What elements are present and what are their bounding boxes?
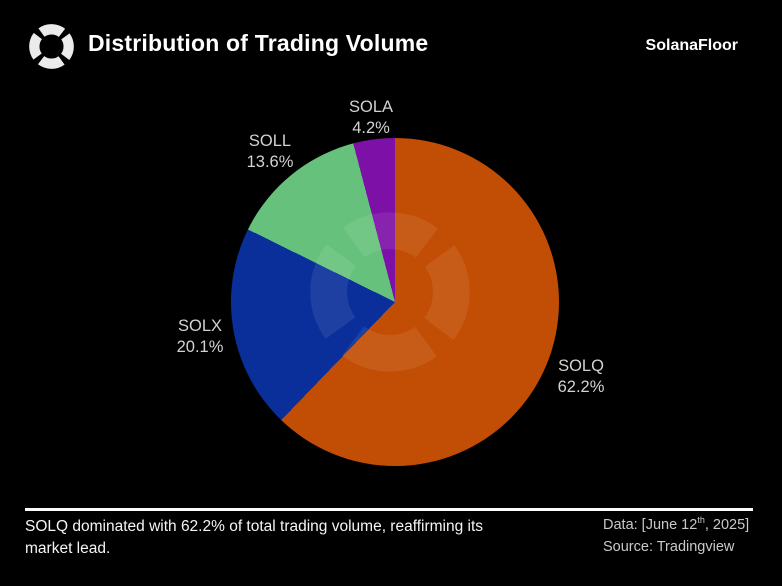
slice-name: SOLL	[248, 132, 292, 150]
solanafloor-logo-icon	[29, 24, 74, 69]
footer-divider	[25, 508, 753, 511]
page-title: Distribution of Trading Volume	[88, 30, 429, 56]
slice-label-solq: SOLQ 62.2%	[558, 356, 605, 398]
slice-percent: 62.2%	[557, 378, 605, 397]
brand-wordmark: SolanaFloor	[645, 37, 738, 54]
slice-name: SOLX	[177, 317, 223, 335]
slice-percent: 20.1%	[176, 338, 224, 357]
slice-name: SOLQ	[558, 357, 604, 375]
pie-chart	[231, 138, 559, 466]
slice-label-soll: SOLL 13.6%	[247, 131, 294, 173]
data-date: Data: [June 12th, 2025]	[603, 515, 750, 533]
slice-label-solx: SOLX 20.1%	[177, 316, 224, 358]
slice-name: SOLA	[348, 98, 394, 116]
data-source: Source: Tradingview	[603, 539, 735, 556]
solanafloor-watermark-icon	[310, 212, 470, 372]
data-source-block: Data: [June 12th, 2025] Source: Tradingv…	[603, 514, 749, 559]
slice-percent: 4.2%	[352, 119, 390, 138]
caption-text: SOLQ dominated with 62.2% of total tradi…	[25, 518, 484, 557]
slice-label-sola: SOLA 4.2%	[349, 97, 393, 139]
slice-percent: 13.6%	[246, 153, 294, 172]
